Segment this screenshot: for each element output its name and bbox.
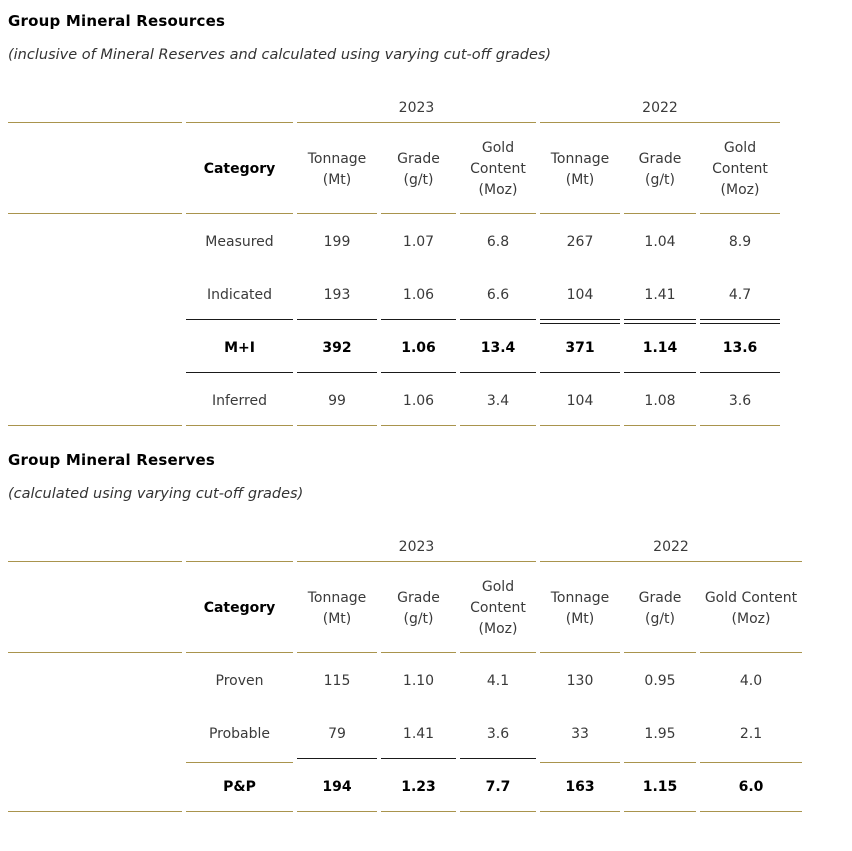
value-cell: 1.41 bbox=[624, 270, 696, 320]
value-cell: 163 bbox=[540, 762, 620, 812]
section-subtitle-resources: (inclusive of Mineral Reserves and calcu… bbox=[8, 47, 552, 63]
report-page: Group Mineral Resources (inclusive of Mi… bbox=[4, 12, 806, 815]
column-header-grade-2022: Grade (g/t) bbox=[624, 126, 696, 214]
row-label: Inferred bbox=[186, 376, 293, 426]
spacer-cell bbox=[8, 762, 182, 812]
column-header-gold-content-2023: Gold Content (Moz) bbox=[460, 565, 536, 653]
category-header: Category bbox=[186, 126, 293, 214]
year-header-row: 2023 2022 bbox=[8, 93, 780, 123]
spacer-cell bbox=[186, 532, 293, 562]
spacer-cell bbox=[8, 126, 182, 214]
table-row-proven: Proven 115 1.10 4.1 130 0.95 4.0 bbox=[8, 656, 802, 706]
column-header-tonnage-2022: Tonnage (Mt) bbox=[540, 565, 620, 653]
value-cell: 104 bbox=[540, 376, 620, 426]
value-cell: 194 bbox=[297, 762, 377, 812]
value-cell: 99 bbox=[297, 376, 377, 426]
value-cell: 267 bbox=[566, 234, 594, 250]
value-cell: 4.7 bbox=[700, 270, 780, 320]
value-cell: 1.14 bbox=[624, 323, 696, 373]
value-cell: 13.6 bbox=[700, 323, 780, 373]
value-cell: 1.04 bbox=[644, 234, 676, 250]
spacer-cell bbox=[8, 709, 182, 759]
value-cell: 3.6 bbox=[460, 709, 536, 759]
column-header-tonnage-2022: Tonnage (Mt) bbox=[540, 126, 620, 214]
value-cell: 6.0 bbox=[700, 762, 802, 812]
year-header-2023: 2023 bbox=[297, 93, 536, 123]
value-cell: 1.15 bbox=[624, 762, 696, 812]
year-header-row: 2023 2022 bbox=[8, 532, 802, 562]
value-cell: 7.7 bbox=[460, 762, 536, 812]
value-cell: 6.6 bbox=[460, 270, 536, 320]
spacer-cell bbox=[8, 565, 182, 653]
section-title-resources: Group Mineral Resources bbox=[8, 12, 226, 30]
column-header-gold-content-2023: Gold Content (Moz) bbox=[460, 126, 536, 214]
row-label: Probable bbox=[208, 726, 271, 742]
table-row-mi-total: M+I 392 1.06 13.4 371 1.14 13.6 bbox=[8, 323, 780, 373]
table-row-indicated: Indicated 193 1.06 6.6 104 1.41 4.7 bbox=[8, 270, 780, 320]
spacer-cell bbox=[8, 532, 182, 562]
spacer-cell bbox=[8, 217, 182, 267]
value-cell: 392 bbox=[297, 323, 377, 373]
value-cell: 3.4 bbox=[460, 376, 536, 426]
value-cell: 104 bbox=[540, 270, 620, 320]
spacer-cell bbox=[8, 376, 182, 426]
spacer-cell bbox=[8, 93, 182, 123]
spacer-cell bbox=[8, 656, 182, 706]
value-cell: 6.8 bbox=[486, 234, 510, 250]
column-header-gold-content-2022: Gold Content (Moz) bbox=[700, 126, 780, 214]
value-cell: 4.0 bbox=[739, 673, 763, 689]
value-cell: 193 bbox=[297, 270, 377, 320]
category-header: Category bbox=[186, 565, 293, 653]
row-label: Indicated bbox=[186, 270, 293, 320]
column-header-grade-2022: Grade (g/t) bbox=[624, 565, 696, 653]
value-cell: 130 bbox=[566, 673, 594, 689]
value-cell: 4.1 bbox=[486, 673, 510, 689]
table-row-inferred: Inferred 99 1.06 3.4 104 1.08 3.6 bbox=[8, 376, 780, 426]
table-row-measured: Measured 199 1.07 6.8 267 1.04 8.9 bbox=[8, 217, 780, 267]
value-cell: 1.06 bbox=[381, 323, 456, 373]
year-header-2023: 2023 bbox=[297, 532, 536, 562]
column-header-tonnage-2023: Tonnage (Mt) bbox=[297, 565, 377, 653]
column-header-gold-content-2022: Gold Content (Moz) bbox=[700, 565, 802, 653]
value-cell: 0.95 bbox=[644, 673, 676, 689]
value-cell: 1.10 bbox=[402, 673, 435, 689]
value-cell: 1.23 bbox=[381, 762, 456, 812]
section-subtitle-reserves: (calculated using varying cut-off grades… bbox=[8, 486, 304, 502]
column-header-grade-2023: Grade (g/t) bbox=[381, 126, 456, 214]
section-title-reserves: Group Mineral Reserves bbox=[8, 451, 215, 469]
row-label: M+I bbox=[186, 323, 293, 373]
column-header-row: Category Tonnage (Mt) Grade (g/t) Gold C… bbox=[8, 565, 802, 653]
value-cell: 1.08 bbox=[624, 376, 696, 426]
year-header-2022: 2022 bbox=[540, 93, 780, 123]
value-cell: 13.4 bbox=[460, 323, 536, 373]
value-cell: 1.95 bbox=[644, 726, 676, 742]
table-row-probable: Probable 79 1.41 3.6 33 1.95 2.1 bbox=[8, 709, 802, 759]
value-cell: 199 bbox=[323, 234, 351, 250]
value-cell: 79 bbox=[297, 709, 377, 759]
value-cell: 115 bbox=[323, 673, 351, 689]
mineral-reserves-table: 2023 2022 Category Tonnage (Mt) Grade (g… bbox=[4, 529, 806, 815]
year-header-2022: 2022 bbox=[540, 532, 802, 562]
row-label: Proven bbox=[215, 673, 264, 689]
value-cell: 2.1 bbox=[739, 726, 763, 742]
value-cell: 1.06 bbox=[381, 270, 456, 320]
spacer-cell bbox=[8, 323, 182, 373]
value-cell: 1.07 bbox=[402, 234, 435, 250]
spacer-cell bbox=[186, 93, 293, 123]
value-cell: 1.06 bbox=[381, 376, 456, 426]
value-cell: 8.9 bbox=[728, 234, 752, 250]
row-label: P&P bbox=[186, 762, 293, 812]
value-cell: 1.41 bbox=[381, 709, 456, 759]
row-label: Measured bbox=[205, 234, 274, 250]
column-header-row: Category Tonnage (Mt) Grade (g/t) Gold C… bbox=[8, 126, 780, 214]
value-cell: 371 bbox=[540, 323, 620, 373]
column-header-grade-2023: Grade (g/t) bbox=[381, 565, 456, 653]
column-header-tonnage-2023: Tonnage (Mt) bbox=[297, 126, 377, 214]
mineral-resources-table: 2023 2022 Category Tonnage (Mt) Grade (g… bbox=[4, 90, 784, 429]
value-cell: 33 bbox=[571, 726, 589, 742]
spacer-cell bbox=[8, 270, 182, 320]
table-row-pp-total: P&P 194 1.23 7.7 163 1.15 6.0 bbox=[8, 762, 802, 812]
value-cell: 3.6 bbox=[700, 376, 780, 426]
